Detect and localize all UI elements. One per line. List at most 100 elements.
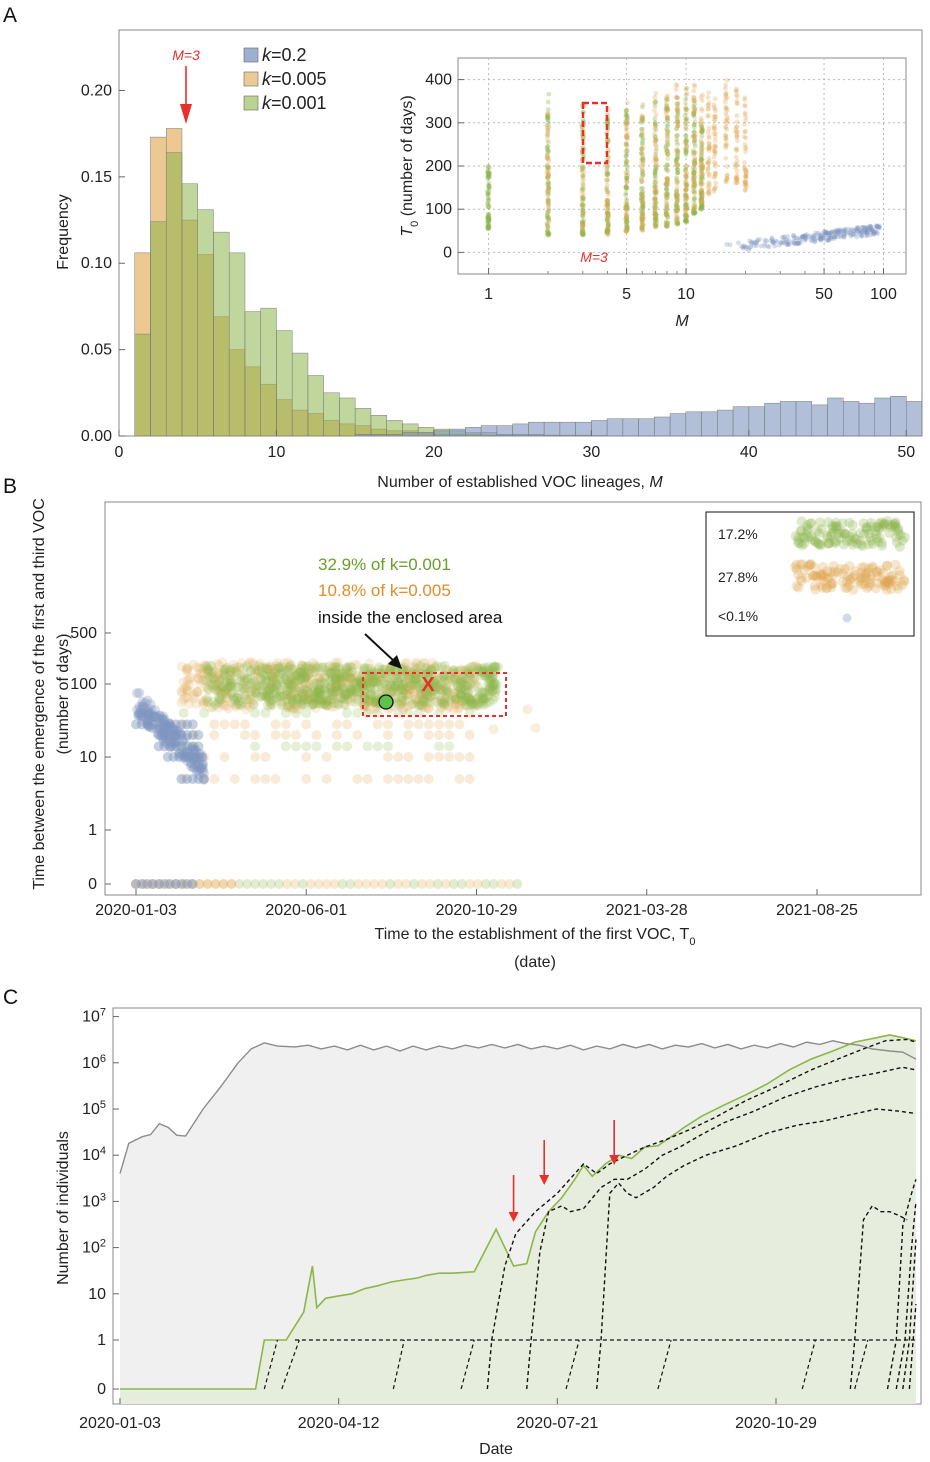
point-k001: [367, 672, 378, 683]
point-zero-row: [369, 879, 380, 889]
point-k005: [402, 681, 413, 692]
panel-b-x-tick-label: 2020-01-03: [95, 902, 177, 919]
inset-point-k005: [734, 162, 740, 168]
inset-point-k005: [705, 106, 711, 112]
inset-point-k005: [653, 164, 659, 170]
inset-point-k005: [674, 188, 679, 194]
point-k005: [213, 684, 224, 695]
point-k005: [293, 684, 304, 695]
inset-point-k02: [868, 224, 874, 229]
inset-point-k02: [874, 224, 879, 230]
inset-point-k005: [545, 172, 551, 178]
inset-point-k001: [675, 162, 681, 168]
m3-arrow-annotation: M=3: [172, 47, 200, 124]
inset-point-k005: [742, 179, 748, 185]
inset-point-k005: [682, 139, 688, 145]
point-k001: [338, 683, 349, 694]
point-k001: [214, 692, 225, 703]
histogram-y-tick-label: 0.20: [81, 82, 112, 99]
inset-point-k001: [639, 190, 644, 196]
inset-point-k005: [545, 137, 550, 143]
point-k001: [362, 741, 373, 752]
inset-point-k005: [706, 171, 712, 177]
inset-point-k02: [776, 242, 782, 248]
point-k001: [465, 695, 476, 706]
panel-c-y-tick-label: 0: [97, 1381, 106, 1398]
inset-point-k001: [664, 140, 670, 145]
inset-point-k005: [544, 170, 550, 176]
legend-swatch-k005: [243, 71, 259, 87]
inset-point-k001: [675, 119, 681, 125]
point-k001: [294, 667, 305, 678]
point-k005: [203, 666, 214, 677]
point-k005: [421, 703, 432, 714]
point-k001: [445, 696, 456, 707]
point-k005: [227, 680, 238, 691]
point-k001: [420, 688, 431, 699]
point-k02: [137, 701, 148, 712]
point-k005: [282, 702, 293, 713]
point-k001: [364, 694, 375, 705]
legend-dot-k001: [813, 538, 824, 549]
point-k001: [483, 667, 494, 678]
inset-point-k001: [674, 195, 680, 201]
legend-dot-k001: [816, 523, 827, 534]
point-k001: [479, 693, 490, 704]
inset-point-k005: [624, 107, 630, 113]
legend-dot-k005: [878, 567, 889, 578]
inset-point-k001: [684, 201, 690, 207]
inset-point-k001: [624, 224, 630, 230]
point-k005: [219, 666, 230, 677]
inset-point-k001: [486, 170, 492, 176]
point-k001: [429, 662, 440, 673]
point-zero-row: [424, 879, 435, 889]
point-k001: [368, 677, 379, 688]
point-k02: [183, 747, 194, 758]
inset-point-k001: [684, 181, 690, 187]
inset-point-k005: [734, 129, 740, 135]
point-k001: [472, 681, 483, 692]
inset-point-k02: [838, 232, 844, 238]
inset-point-k005: [699, 174, 704, 180]
inset-point-k005: [663, 181, 669, 187]
point-k005: [407, 699, 418, 710]
point-k001: [319, 678, 330, 689]
point-k001: [283, 677, 294, 688]
point-k001: [280, 741, 291, 752]
inset-point-k001: [684, 174, 689, 180]
inset-point-k02: [877, 223, 882, 229]
inset-point-k005: [580, 228, 586, 234]
inset-point-k001: [700, 191, 706, 196]
point-k001: [473, 663, 484, 674]
point-k001: [367, 669, 378, 680]
inset-point-k005: [546, 207, 552, 213]
point-k001: [465, 695, 476, 706]
inset-point-k001: [653, 212, 659, 217]
point-k005: [299, 690, 310, 701]
inset-point-k001: [640, 137, 645, 143]
inset-point-k001: [664, 183, 670, 188]
point-k001: [313, 693, 324, 704]
point-k005: [344, 673, 355, 684]
inset-point-k001: [545, 215, 550, 221]
point-k005: [285, 683, 296, 694]
point-k001: [415, 687, 426, 698]
point-k001: [233, 696, 244, 707]
inset-point-k005: [691, 94, 697, 100]
inset-point-k005: [625, 133, 630, 139]
inset-point-k005: [734, 146, 740, 152]
point-k001: [271, 693, 282, 704]
inset-point-k001: [580, 204, 585, 210]
point-k001: [466, 661, 477, 672]
point-k001: [233, 689, 244, 700]
inset-point-k005: [653, 188, 659, 194]
point-k001: [287, 680, 298, 691]
inset-point-k001: [485, 172, 491, 178]
inset-point-k001: [674, 126, 680, 132]
point-k001: [465, 695, 476, 706]
inset-point-k001: [545, 174, 550, 180]
inset-point-k001: [486, 223, 491, 229]
inset-point-k005: [652, 211, 658, 217]
point-k001: [464, 693, 475, 704]
inset-point-k02: [841, 234, 847, 240]
